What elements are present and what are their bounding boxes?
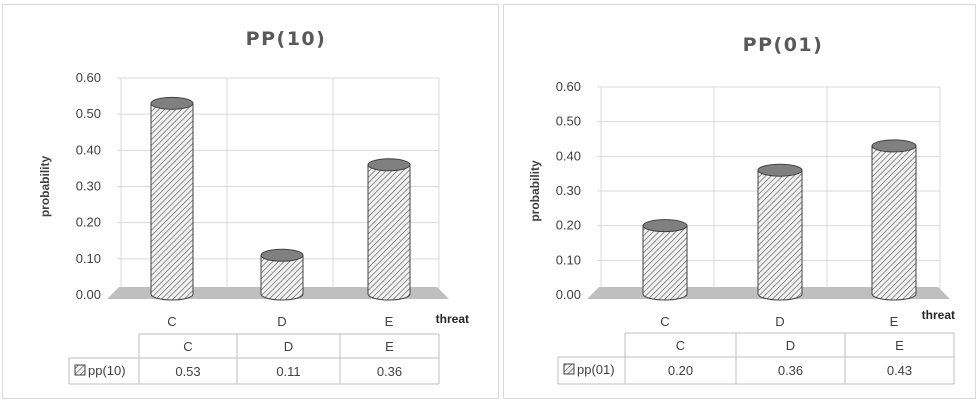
bar-top [260,248,304,262]
x-tick-label: D [277,314,286,329]
legend-series-name: pp(10) [88,363,126,378]
table-value-cell: 0.43 [887,363,912,378]
bar-top [150,96,194,110]
y-tick-label: 0.00 [556,287,581,302]
x-tick-label: D [775,314,784,329]
y-tick-label: 0.50 [76,106,101,121]
bar-D [757,163,803,301]
legend-series-name: pp(01) [577,362,615,377]
bar-body [642,225,688,301]
y-tick-label: 0.00 [76,287,101,302]
bar-body [871,145,917,301]
table-value-cell: 0.53 [175,364,200,379]
y-tick-label: 0.40 [76,142,101,157]
bar-C [642,219,688,301]
chart-panel-pp01: PP(01) 0.00 0.10 0.20 0.30 0.40 0.50 0.60 probab… [503,4,976,399]
x-tick-label: E [385,314,394,329]
table-value-cell: 0.36 [377,364,402,379]
x-axis-label: threat [436,312,469,326]
bar-body [367,164,411,301]
x-tick-label: E [890,314,899,329]
y-axis-label: probability [38,156,52,218]
table-header-cell: C [676,338,685,353]
table-header-cell: D [284,339,293,354]
chart-svg: PP(10) 0.00 0.10 0.20 0.30 0.40 0.50 0.60 probab… [38,28,469,385]
bar-E [367,158,411,301]
table-header-cell: D [786,338,795,353]
x-tick-label: C [167,314,176,329]
chart-title: PP(01) [743,34,824,56]
table-value-cell: 0.36 [778,363,803,378]
bar-body [757,169,803,301]
bar-top [367,158,411,172]
bar-body [150,102,194,301]
table-value-cell: 0.11 [276,364,300,379]
table-header-cell: C [183,339,192,354]
y-tick-label: 0.10 [76,251,101,266]
y-tick-label: 0.30 [556,183,581,198]
legend-key [563,363,575,375]
x-tick-label: C [660,314,669,329]
chart-title: PP(10) [246,28,327,50]
bar-C [150,96,194,301]
bar-top [757,163,803,177]
chart-panel-pp10: PP(10) 0.00 0.10 0.20 0.30 0.40 0.50 0.60 probab… [2,4,499,399]
legend-key [74,364,86,376]
chart-svg: PP(01) 0.00 0.10 0.20 0.30 0.40 0.50 0.60 probab… [528,34,955,385]
y-tick-label: 0.60 [76,70,101,85]
y-axis-label: probability [528,160,542,222]
bar-body [260,254,304,301]
x-axis-label: threat [922,308,955,322]
y-tick-label: 0.60 [556,79,581,94]
y-tick-label: 0.20 [556,218,581,233]
y-tick-label: 0.20 [76,215,101,230]
y-tick-label: 0.10 [556,252,581,267]
bar-top [642,219,688,233]
table-header-cell: E [895,338,904,353]
bar-E [871,139,917,301]
y-tick-label: 0.30 [76,179,101,194]
table-value-cell: 0.20 [668,363,693,378]
bar-D [260,248,304,301]
bar-top [871,139,917,153]
y-tick-label: 0.50 [556,114,581,129]
y-tick-label: 0.40 [556,148,581,163]
table-header-cell: E [385,339,394,354]
